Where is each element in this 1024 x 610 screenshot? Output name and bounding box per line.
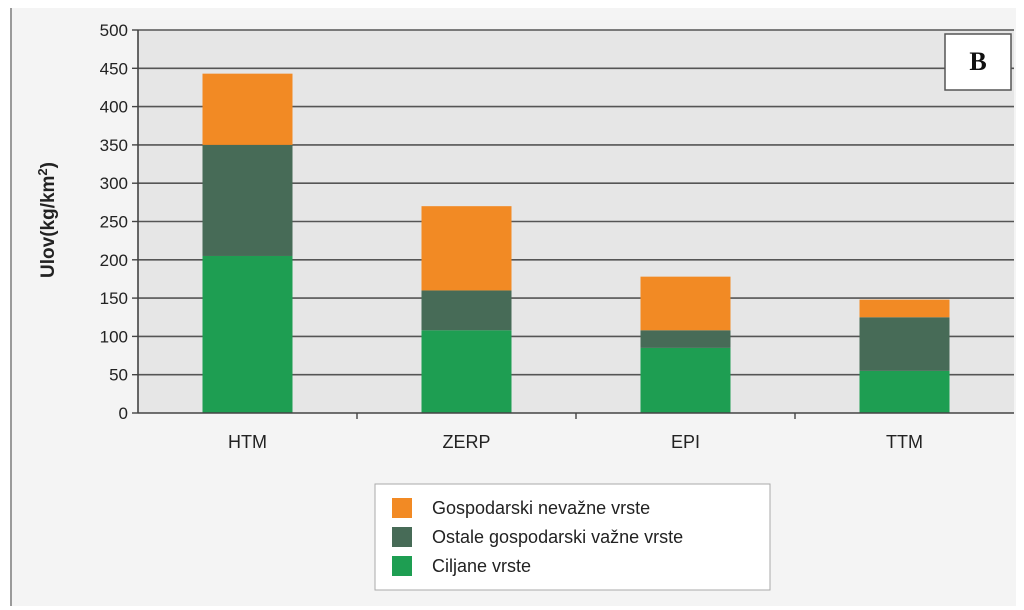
axes (132, 29, 1014, 419)
bar-htm-series-1 (202, 144, 293, 256)
y-tick-label: 50 (109, 366, 128, 385)
y-tick-label: 250 (100, 213, 128, 232)
bars (202, 73, 950, 413)
y-tick-label: 200 (100, 251, 128, 270)
legend: Gospodarski nevažne vrste Ostale gospodar… (374, 483, 771, 591)
legend-swatch (392, 498, 412, 518)
legend-swatch (392, 527, 412, 547)
y-tick-label: 500 (100, 21, 128, 40)
panel-label: B (969, 47, 986, 76)
legend-label: Gospodarski nevažne vrste (432, 498, 650, 518)
y-tick-label: 400 (100, 98, 128, 117)
legend-swatch (392, 556, 412, 576)
y-axis-label: Ulov(kg/km2) (35, 162, 59, 278)
legend-label: Ciljane vrste (432, 556, 531, 576)
y-tick-label: 450 (100, 59, 128, 78)
bar-zerp-series-2 (421, 206, 512, 291)
legend-box (374, 483, 771, 591)
bar-htm-series-2 (202, 73, 293, 145)
bar-epi-series-2 (640, 276, 731, 331)
bar-ttm-series-0 (859, 370, 950, 413)
bar-ttm-series-1 (859, 317, 950, 371)
panel-label-box: B (944, 33, 1012, 91)
x-tick-label: TTM (886, 432, 923, 452)
bar-htm-series-0 (202, 255, 293, 413)
y-tick-labels: 0 50 100 150 200 250 300 350 400 450 500 (100, 21, 128, 423)
bar-epi-series-0 (640, 347, 731, 413)
x-tick-label: EPI (671, 432, 700, 452)
bar-zerp-series-0 (421, 330, 512, 413)
y-tick-label: 0 (119, 404, 128, 423)
y-tick-label: 350 (100, 136, 128, 155)
bar-zerp-series-1 (421, 290, 512, 331)
bar-epi-series-1 (640, 330, 731, 348)
legend-label: Ostale gospodarski važne vrste (432, 527, 683, 547)
y-tick-label: 300 (100, 174, 128, 193)
x-tick-label: ZERP (442, 432, 490, 452)
x-tick-label: HTM (228, 432, 267, 452)
y-tick-label: 150 (100, 289, 128, 308)
y-tick-label: 100 (100, 327, 128, 346)
bar-ttm-series-2 (859, 299, 950, 318)
x-tick-labels: HTM ZERP EPI TTM (228, 432, 923, 452)
